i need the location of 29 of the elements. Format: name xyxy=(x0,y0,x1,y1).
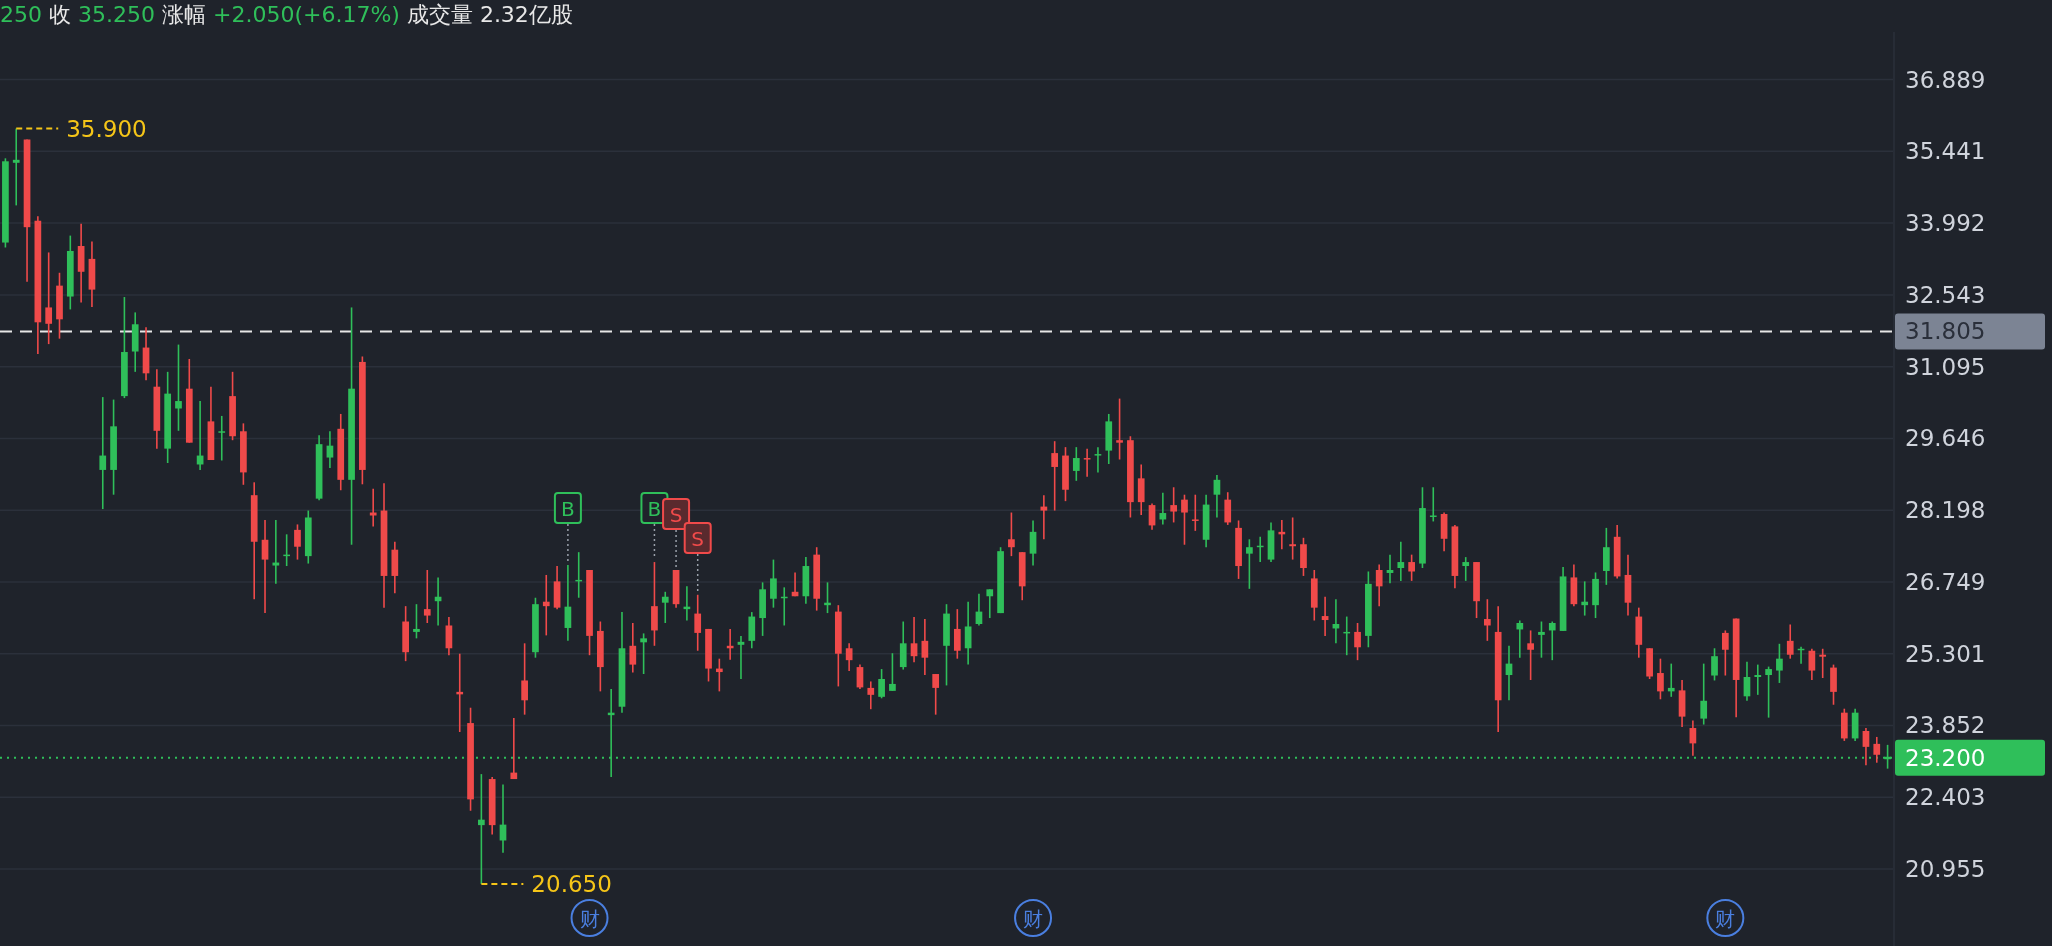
report-marker: 财 xyxy=(570,899,609,937)
chart-title: 250 收 35.250 涨幅 +2.050(+6.17%) 成交量 2.32亿股 xyxy=(0,1,573,27)
annotation: 财 xyxy=(1023,907,1044,931)
annotation: 财 xyxy=(1715,907,1736,931)
y-tick-label: 23.852 xyxy=(1905,712,1986,739)
y-tick-label: 26.749 xyxy=(1905,568,1986,595)
y-tick-label: 22.403 xyxy=(1905,784,1986,811)
ref-line-label: 31.805 xyxy=(1905,318,1986,345)
y-tick-label: 20.955 xyxy=(1905,855,1986,882)
y-tick-label: 32.543 xyxy=(1905,281,1986,308)
y-tick-label: 35.441 xyxy=(1905,138,1986,165)
annotation: 20.650 xyxy=(531,871,612,898)
annotation: B xyxy=(561,497,575,521)
y-tick-label: 25.301 xyxy=(1905,640,1986,667)
y-tick-label: 28.198 xyxy=(1905,497,1986,524)
report-marker: 财 xyxy=(1014,899,1053,937)
y-tick-label: 31.095 xyxy=(1905,353,1986,380)
annotation: B xyxy=(647,497,662,521)
price-label: 20.650 xyxy=(480,871,612,898)
ref-line-label: 23.200 xyxy=(1905,744,1986,771)
y-tick-label: 36.889 xyxy=(1905,66,1986,93)
y-tick-label: 29.646 xyxy=(1905,425,1986,452)
report-marker: 财 xyxy=(1706,899,1745,937)
price-label: 35.900 xyxy=(15,115,147,142)
annotation: 财 xyxy=(579,907,600,931)
annotation: 35.900 xyxy=(66,115,147,142)
annotation: S xyxy=(669,503,683,527)
annotation: S xyxy=(691,527,705,551)
y-tick-label: 33.992 xyxy=(1905,210,1986,237)
